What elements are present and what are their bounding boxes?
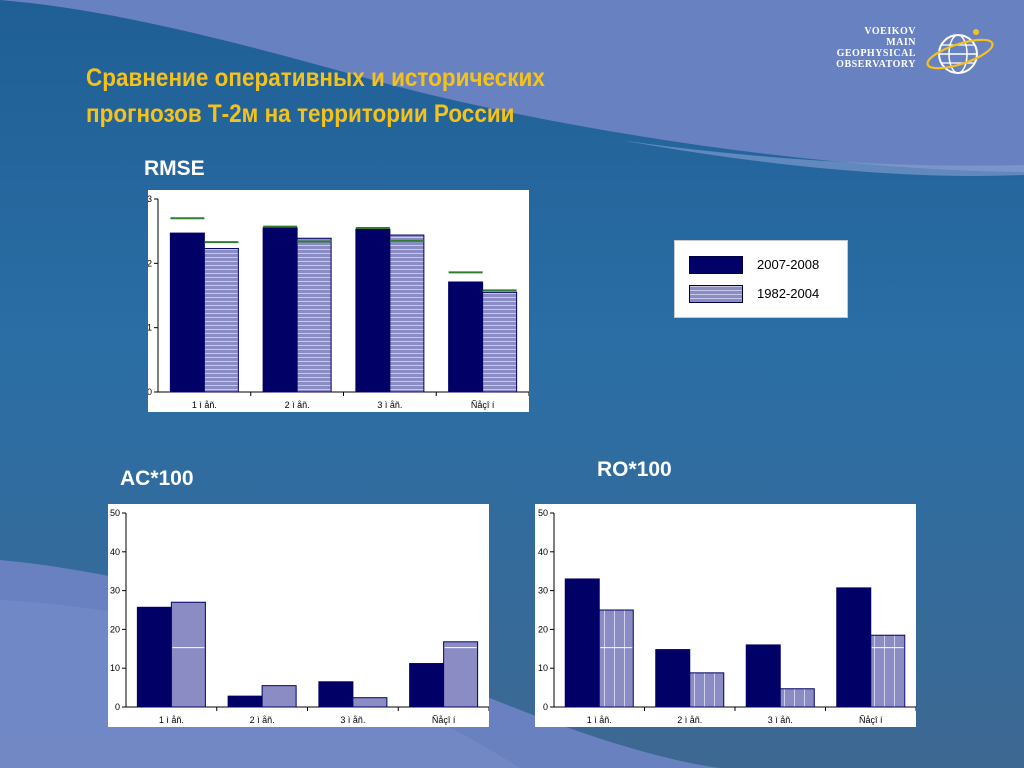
x-tick-label: 3 ì åñ. [768,715,793,725]
logo-line: MAIN [886,37,916,48]
legend-swatch-solid [689,256,743,274]
bar-series-1 [318,681,354,708]
bar-series-2 [598,609,634,708]
bar-series-1 [262,227,298,393]
bar-series-1 [745,644,781,708]
slide-title-line-2: прогнозов Т-2м на территории России [86,100,515,128]
x-tick-label: 1 ì åñ. [587,715,612,725]
y-tick-label: 20 [538,624,548,634]
ac-chart: 0 10 20 30 40 50 1 ì åñ. 2 ì åñ. 3 ì åñ. Ñåçî í [108,504,489,727]
bar-series-1 [355,228,391,393]
y-tick-label: 30 [538,586,548,596]
x-tick-label: Ñåçî í [432,715,456,725]
bar-series-1 [136,606,172,708]
y-tick-label: 1 [148,323,152,333]
y-tick-label: 10 [110,663,120,673]
slide-title-line-1: Сравнение оперативных и исторических [86,64,545,92]
bar-series-1 [169,232,205,393]
rmse-chart: 0 1 2 3 1 ì åñ. 2 ì åñ. 3 ì åñ. Ñåçî í [148,190,529,412]
ac-chart-title: AC*100 [120,467,194,490]
legend-swatch-hatched [689,285,743,303]
logo-line: VOEIKOV [864,26,916,37]
bar-series-2 [689,672,725,708]
globe-orbit-icon [926,29,994,74]
observatory-logo: VOEIKOV MAIN GEOPHYSICAL OBSERVATORY [826,24,1006,84]
x-tick-label: 3 ì åñ. [340,715,365,725]
y-tick-label: 20 [110,624,120,634]
logo-line: GEOPHYSICAL [836,48,916,59]
y-tick-label: 0 [543,702,548,712]
bar-series-2 [352,697,388,708]
x-tick-label: 1 ì åñ. [159,715,184,725]
legend-label: 1982-2004 [757,286,820,301]
y-tick-label: 0 [115,702,120,712]
ro-chart: 0 10 20 30 40 50 1 ì åñ. 2 ì åñ. 3 ì åñ. Ñåçî í [535,504,916,727]
y-tick-label: 0 [148,387,152,397]
y-tick-label: 2 [148,258,152,268]
y-tick-label: 50 [110,508,120,518]
bar-series-1 [655,649,691,708]
x-tick-label: 2 ì åñ. [677,715,702,725]
bar-series-2 [389,234,425,393]
legend-label: 2007-2008 [757,257,820,272]
bar-series-2 [443,641,479,708]
bar-series-2 [170,601,206,708]
bar-series-2 [203,248,239,393]
bar-series-1 [227,695,263,708]
bar-series-2 [261,685,297,708]
slide-title: Сравнение оперативных и исторических про… [86,60,644,132]
y-tick-label: 30 [110,586,120,596]
bar-series-2 [482,291,518,393]
bar-series-1 [564,578,600,708]
ro-chart-title: RO*100 [597,458,672,481]
x-tick-label: 2 ì åñ. [285,400,310,410]
rmse-chart-title: RMSE [144,157,205,180]
x-tick-label: Ñåçî í [471,400,495,410]
y-tick-label: 40 [538,547,548,557]
y-tick-label: 3 [148,194,152,204]
y-tick-label: 40 [110,547,120,557]
bar-series-2 [296,237,332,393]
bar-series-2 [870,634,906,708]
x-tick-label: Ñåçî í [859,715,883,725]
logo-line: OBSERVATORY [836,59,916,70]
chart-legend: 2007-2008 1982-2004 [674,240,848,318]
bar-series-1 [409,663,445,708]
bar-series-1 [448,281,484,393]
x-tick-label: 1 ì åñ. [192,400,217,410]
y-tick-label: 10 [538,663,548,673]
x-tick-label: 3 ì åñ. [377,400,402,410]
bar-series-1 [836,587,872,708]
x-tick-label: 2 ì åñ. [250,715,275,725]
y-tick-label: 50 [538,508,548,518]
bar-series-2 [779,688,815,708]
logo-text: VOEIKOV MAIN GEOPHYSICAL OBSERVATORY [826,26,916,70]
